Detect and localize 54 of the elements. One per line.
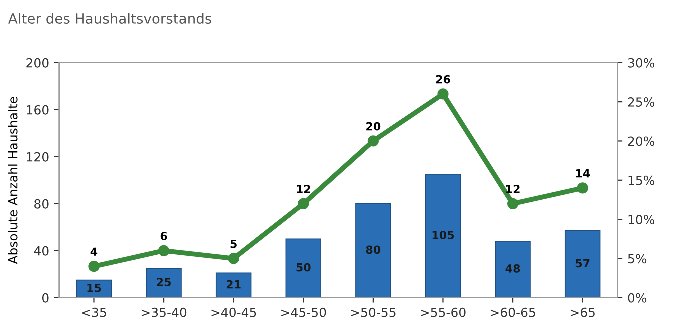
- data-label: 48: [506, 264, 520, 273]
- point: [507, 198, 519, 210]
- data-label: 21: [226, 280, 241, 289]
- y2-tick-label: 0%: [628, 293, 647, 303]
- bar: [564, 230, 601, 298]
- bar: [286, 238, 322, 298]
- x-tick-label: >60-65: [490, 308, 536, 318]
- data-label: 15: [88, 284, 102, 292]
- bar: [146, 268, 182, 298]
- y-tick-label: 80: [34, 199, 49, 209]
- x-tick-label: >35-40: [142, 308, 187, 318]
- data-label: 12: [506, 185, 520, 194]
- bar: [356, 203, 392, 298]
- x-tick-label: >65: [570, 308, 595, 318]
- bar: [216, 272, 252, 298]
- y2-tick-label: 30%: [628, 58, 655, 68]
- y-tick-label: 120: [27, 152, 49, 162]
- y-tick-label: 0: [42, 293, 49, 303]
- data-label: 50: [296, 263, 311, 272]
- data-label: 25: [157, 278, 171, 286]
- y-tick-label: 200: [26, 58, 49, 68]
- point: [438, 88, 449, 100]
- point: [577, 182, 588, 194]
- chart-title: Alter des Haushaltsvorstands: [8, 13, 212, 24]
- y2-tick-label: 15%: [628, 176, 655, 186]
- y2-tick-label: 20%: [628, 136, 655, 146]
- point: [368, 136, 379, 147]
- point: [228, 253, 240, 264]
- data-label: 12: [297, 185, 310, 194]
- x-tick-label: >50-55: [351, 308, 396, 318]
- y2-tick-label: 10%: [628, 215, 655, 224]
- y-tick-label: 160: [27, 105, 49, 115]
- data-label: 20: [366, 122, 381, 131]
- data-label: 6: [160, 232, 168, 240]
- data-label: 5: [230, 240, 237, 248]
- data-label: 105: [432, 231, 454, 240]
- y2-tick-label: 25%: [628, 98, 655, 107]
- point: [88, 261, 100, 272]
- x-tick-label: >40-45: [212, 308, 256, 318]
- x-tick-label: <35: [82, 308, 106, 318]
- x-tick-label: >45-50: [282, 308, 326, 318]
- data-label: 80: [366, 246, 381, 254]
- data-label: 4: [90, 248, 98, 256]
- point: [298, 198, 310, 210]
- bar: [495, 241, 531, 298]
- data-label: 14: [576, 169, 590, 178]
- bar: [425, 174, 462, 298]
- data-label: 26: [436, 75, 450, 84]
- y2-tick-label: 5%: [628, 254, 647, 264]
- point: [158, 245, 170, 256]
- y-axis-title: Absolute Anzahl Haushalte: [8, 97, 18, 264]
- y-tick-label: 40: [34, 246, 49, 256]
- data-label: 57: [576, 259, 590, 268]
- x-tick-label: >55-60: [421, 308, 466, 318]
